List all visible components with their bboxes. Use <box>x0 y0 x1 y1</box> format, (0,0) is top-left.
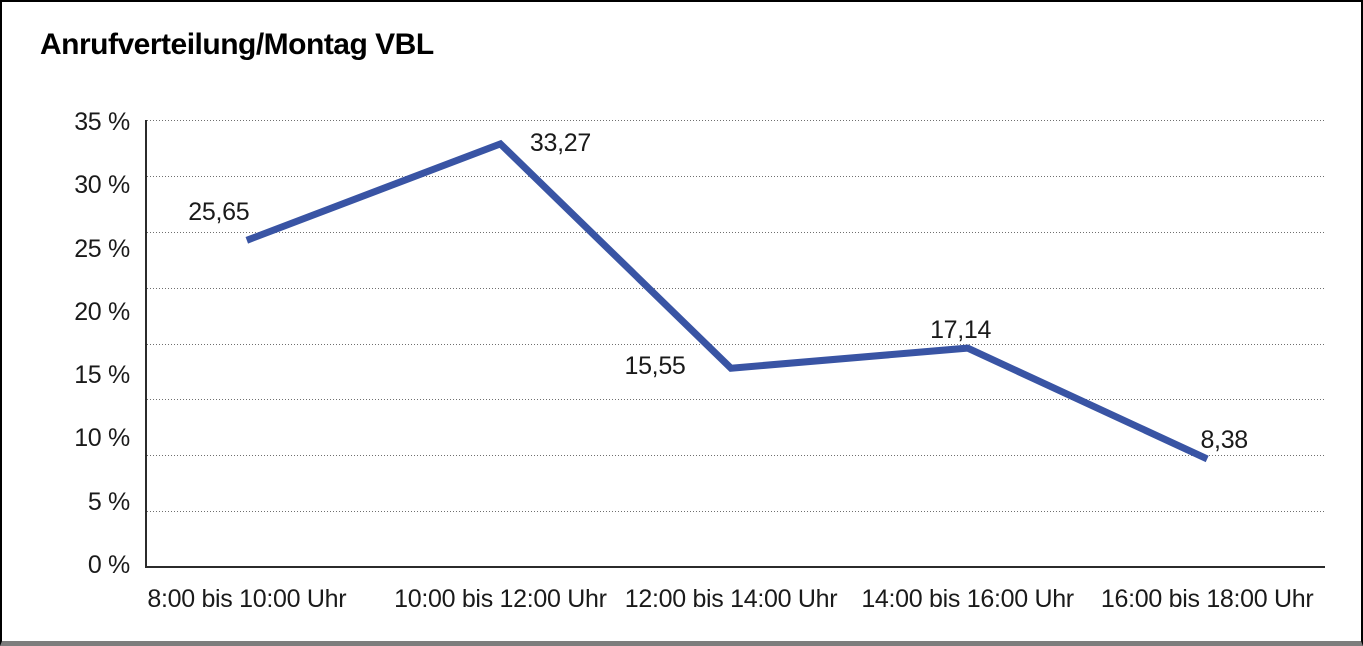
data-value-label: 8,38 <box>1200 425 1248 454</box>
gridline <box>147 120 1325 121</box>
y-axis-line <box>145 120 147 567</box>
x-category-label: 10:00 bis 12:00 Uhr <box>394 585 607 613</box>
data-value-label: 15,55 <box>624 352 686 381</box>
y-tick-label: 20 % <box>74 297 130 326</box>
chart-title: Anrufverteilung/Montag VBL <box>40 28 434 61</box>
x-category-label: 14:00 bis 16:00 Uhr <box>861 585 1074 613</box>
x-axis-line <box>145 566 1325 568</box>
data-value-label: 25,65 <box>188 198 250 227</box>
gridline <box>147 399 1325 401</box>
y-tick-label: 5 % <box>87 487 130 516</box>
x-category-label: 16:00 bis 18:00 Uhr <box>1100 585 1314 613</box>
y-tick-label: 0 % <box>87 551 130 579</box>
y-tick-label: 10 % <box>74 424 130 453</box>
y-tick-label: 15 % <box>74 361 130 390</box>
data-value-label: 17,14 <box>930 316 992 345</box>
y-tick-label: 35 % <box>74 108 130 136</box>
data-line <box>245 139 1209 463</box>
x-category-label: 12:00 bis 14:00 Uhr <box>624 585 838 613</box>
data-value-label: 33,27 <box>529 128 591 157</box>
gridline <box>147 175 1325 177</box>
gridline <box>147 455 1325 457</box>
y-tick-label: 30 % <box>74 171 130 200</box>
gridline <box>147 231 1325 233</box>
gridline <box>147 343 1325 345</box>
gridline <box>147 287 1325 289</box>
x-category-label: 8:00 bis 10:00 Uhr <box>147 585 347 613</box>
gridline <box>147 511 1325 513</box>
y-tick-label: 25 % <box>74 234 130 263</box>
